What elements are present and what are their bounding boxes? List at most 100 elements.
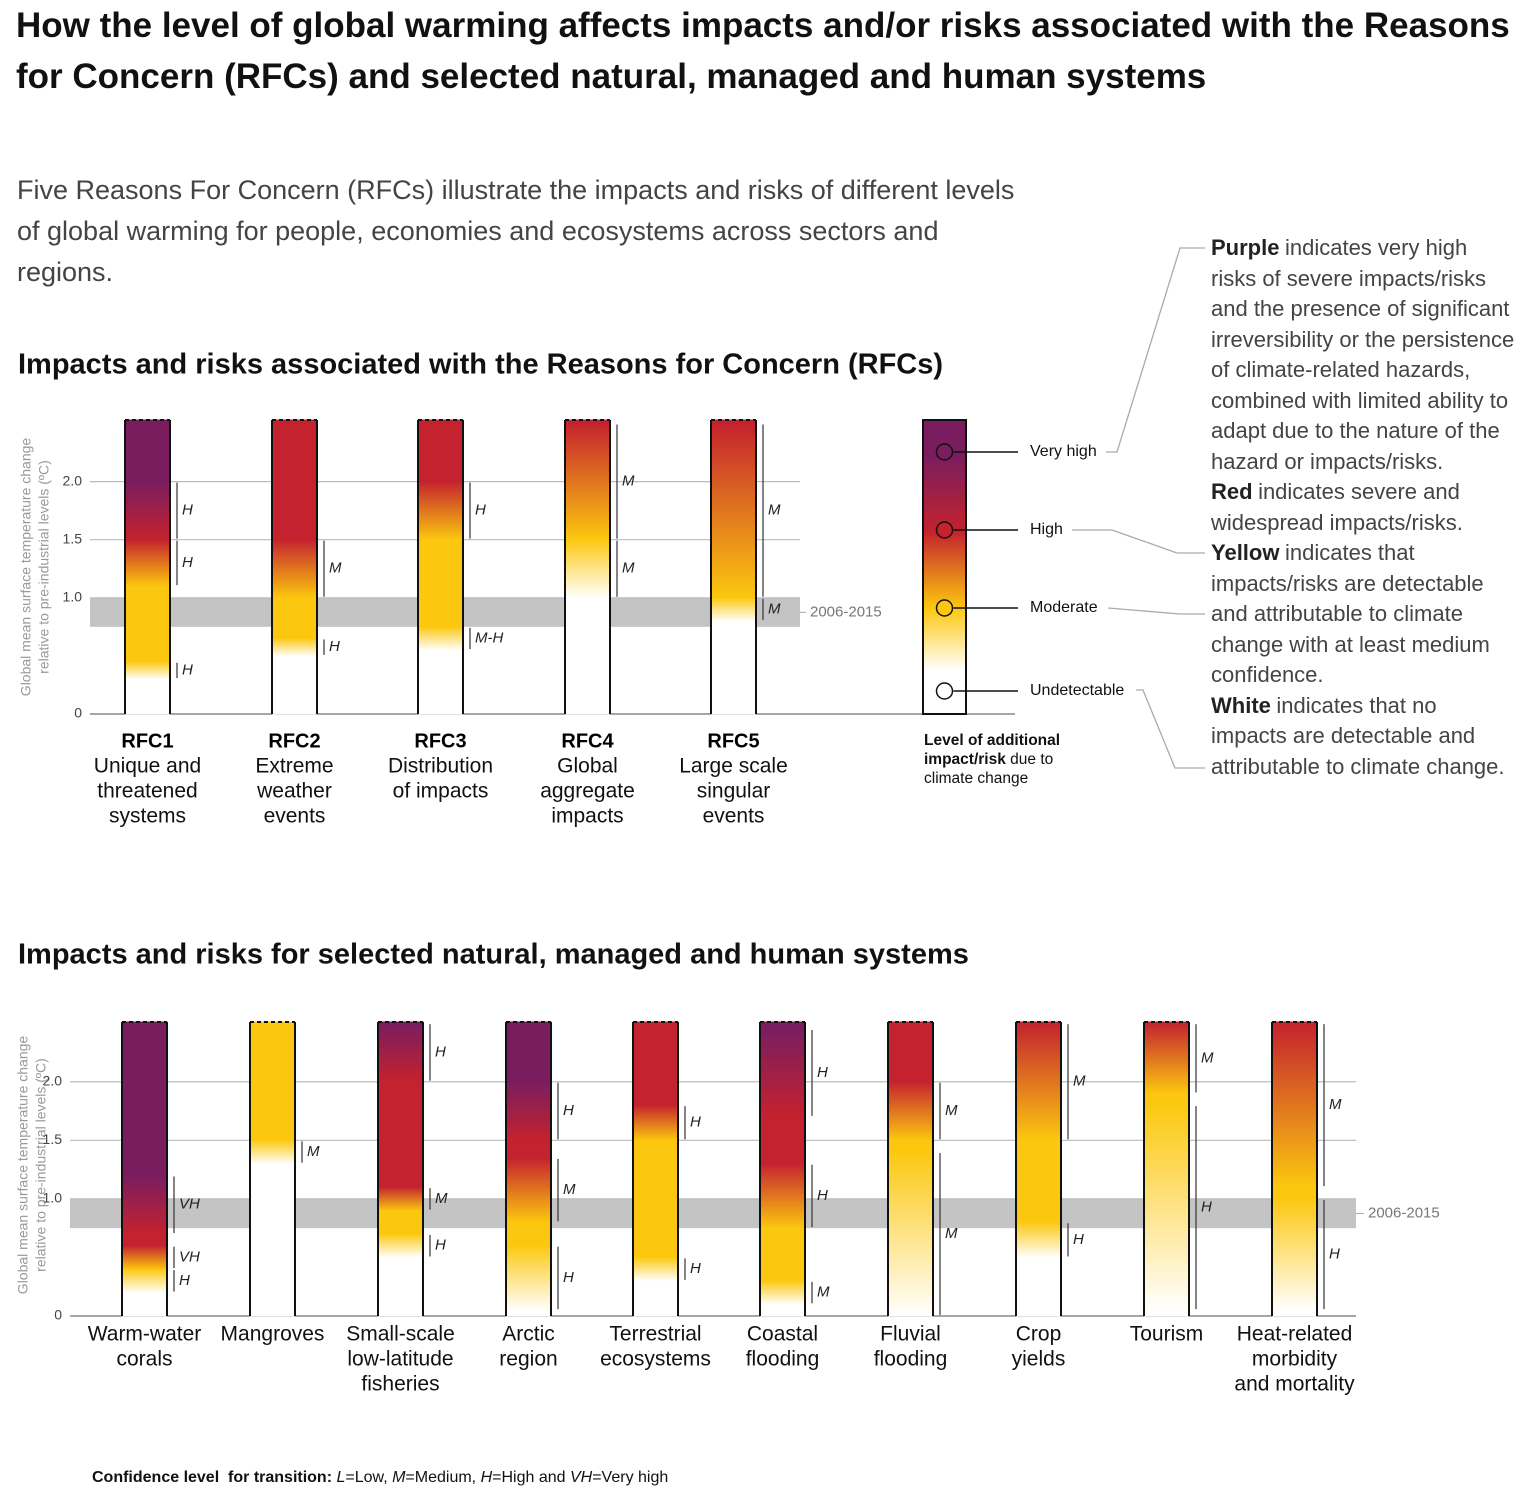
ember-level (378, 1081, 423, 1188)
ember-transition (888, 1151, 933, 1317)
y-tick-label: 1.0 (63, 588, 83, 604)
ember-transition (122, 1245, 167, 1270)
legend-title-rest: due to climate change (924, 751, 1054, 787)
confidence-label: M (945, 1225, 958, 1242)
ember-level (250, 1021, 295, 1141)
legend-title-bold: Level of additional impact/risk (924, 732, 1061, 768)
ember-transition (565, 422, 610, 541)
category-label: flooding (746, 1348, 820, 1371)
band-label: 2006-2015 (1368, 1204, 1440, 1221)
confidence-label: H (475, 502, 486, 519)
category-code: RFC2 (268, 730, 320, 752)
footnote-part: =Medium, (405, 1469, 481, 1486)
ember-transition (760, 1163, 805, 1229)
ember-transition (711, 597, 756, 622)
category-label: systems (109, 805, 186, 828)
confidence-label: H (563, 1269, 574, 1286)
category-label: region (499, 1348, 557, 1371)
ember-transition (125, 481, 170, 541)
legend-text: indicates very high risks of severe impa… (1211, 235, 1515, 474)
legend-title: Level of additional impact/risk due to c… (924, 731, 1084, 788)
y-tick-label: 0 (54, 1307, 62, 1323)
ember-level (760, 1227, 805, 1282)
confidence-label: H (435, 1237, 446, 1254)
ember-level (760, 1116, 805, 1165)
ember-level (888, 1139, 933, 1153)
ember-transition (122, 1268, 167, 1294)
ember-transition (378, 1186, 423, 1212)
footnote-part: Confidence level for transition: (92, 1469, 333, 1486)
confidence-label: H (1201, 1199, 1212, 1216)
category-label: morbidity (1252, 1348, 1338, 1371)
ember-transition (1272, 1198, 1317, 1311)
ember-level (760, 1303, 805, 1317)
ember-transition (760, 1028, 805, 1118)
subtitle: Five Reasons For Concern (RFCs) illustra… (17, 175, 1015, 287)
confidence-label: VH (179, 1196, 200, 1213)
legend-label: Moderate (1030, 599, 1098, 616)
legend-connectors (1072, 247, 1205, 769)
category-label: ecosystems (600, 1348, 711, 1371)
category-label: of impacts (393, 780, 489, 803)
y-axis-label: Global mean surface temperature change (15, 1036, 31, 1295)
footnote-part: =High and (492, 1469, 570, 1486)
confidence-label: H (817, 1064, 828, 1081)
confidence-label: M (435, 1190, 448, 1207)
legend-description: Purple indicates very high risks of sever… (1211, 233, 1516, 477)
confidence-label: M-H (475, 629, 503, 646)
confidence-label: H (435, 1043, 446, 1060)
ember-transition (272, 637, 317, 657)
y-axis-label: relative to pre-industrial levels (ºC) (36, 460, 52, 674)
ember-level (565, 597, 610, 715)
confidence-label: H (690, 1260, 701, 1277)
footnote: Confidence level for transition: L=Low, … (92, 1469, 668, 1487)
y-tick-label: 1.5 (63, 530, 83, 546)
category-code: RFC3 (414, 730, 466, 752)
ember-level (272, 419, 317, 541)
ember-transition (378, 1233, 423, 1258)
chart-title: Impacts and risks for selected natural, … (18, 939, 969, 971)
category-label: yields (1012, 1348, 1066, 1371)
ember-level (633, 1139, 678, 1258)
connector (1136, 689, 1205, 769)
y-axis-label: Global mean surface temperature change (18, 438, 34, 697)
y-tick-label: 1.5 (43, 1131, 63, 1147)
y-tick-label: 2.0 (63, 472, 83, 488)
footnote-part: =Low, (345, 1469, 393, 1486)
ember-level (1016, 1256, 1061, 1317)
confidence-label: M (1329, 1096, 1342, 1113)
legend-text: indicates that no impacts are detectable… (1211, 692, 1505, 779)
ember-level (125, 585, 170, 663)
category-label: Heat-related (1237, 1323, 1353, 1346)
legend-marker (935, 521, 954, 539)
chart-title: Impacts and risks associated with the Re… (18, 349, 943, 381)
category-label: and mortality (1234, 1373, 1355, 1396)
legend-scale (922, 419, 967, 715)
category-label: Warm-water (88, 1323, 202, 1346)
connector (1072, 529, 1205, 554)
legend-text: indicates that impacts/risks are detecta… (1211, 540, 1490, 687)
ember-level (506, 1309, 551, 1317)
legend-term: White (1211, 692, 1271, 718)
ember-transition (565, 539, 610, 599)
connector (1106, 247, 1205, 453)
ember-transition (125, 539, 170, 587)
confidence-label: M (768, 502, 781, 519)
ember-level (506, 1021, 551, 1083)
footnote-part: M (392, 1469, 406, 1486)
ember-level (272, 597, 317, 639)
category-label: Arctic (502, 1323, 555, 1346)
y-tick-label: 1.0 (43, 1190, 63, 1206)
confidence-label: H (182, 554, 193, 571)
ember-transition (633, 1256, 678, 1282)
confidence-label: M (622, 560, 635, 577)
legend-label: Undetectable (1030, 682, 1124, 699)
y-axis-label: relative to pre-industrial levels (ºC) (33, 1058, 49, 1272)
ember-transition (506, 1081, 551, 1141)
category-label: Small-scale (346, 1323, 455, 1346)
footnote-part: L (336, 1469, 346, 1486)
category-label: Large scale (679, 755, 788, 778)
confidence-label: H (1329, 1245, 1340, 1262)
